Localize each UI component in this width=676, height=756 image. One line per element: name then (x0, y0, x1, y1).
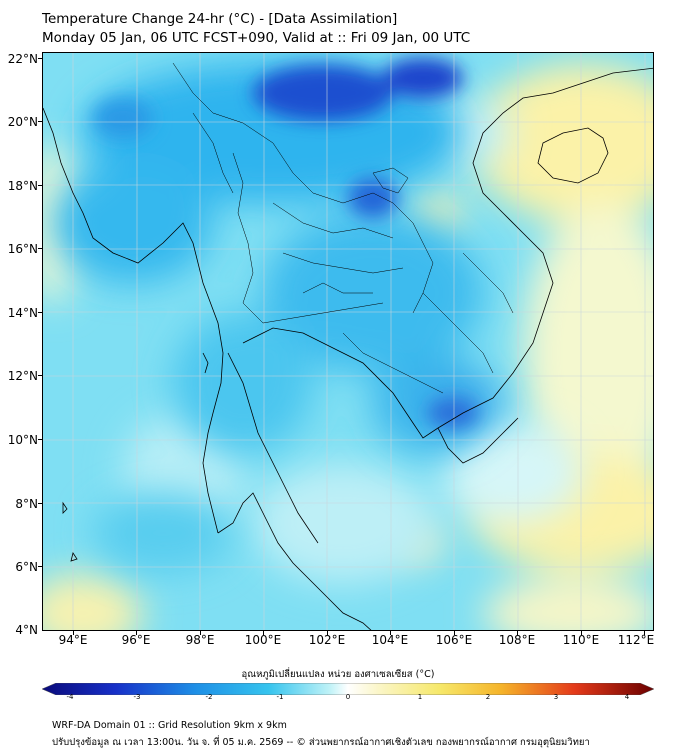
lat-tick (38, 58, 42, 59)
lon-tick (327, 631, 328, 635)
colorbar-label: อุณหภูมิเปลี่ยนแปลง หน่วย องศาเซลเซียส (… (241, 669, 435, 680)
colorbar-tick: 2 (485, 693, 491, 701)
lat-tick (38, 121, 42, 122)
colorbar-tick: 1 (417, 693, 423, 701)
lat-label: 4°N (15, 623, 38, 637)
lat-label: 16°N (7, 242, 38, 256)
lat-label: 18°N (7, 179, 38, 193)
lon-tick (200, 631, 201, 635)
lat-tick (38, 566, 42, 567)
lat-label: 8°N (15, 497, 38, 511)
lon-label: 110°E (562, 633, 600, 647)
lon-tick (73, 631, 74, 635)
lat-label: 10°N (7, 433, 38, 447)
lon-tick (644, 631, 645, 635)
colorbar-tick: 4 (624, 693, 630, 701)
lon-label: 102°E (308, 633, 346, 647)
colorbar-tick: -3 (133, 693, 141, 701)
footer-credit: ปรับปรุงข้อมูล ณ เวลา 13:00น. วัน จ. ที่… (52, 737, 590, 748)
colorbar-tick: -4 (66, 693, 74, 701)
lon-label: 106°E (435, 633, 473, 647)
lon-tick (581, 631, 582, 635)
lon-label: 94°E (58, 633, 88, 647)
lon-tick (136, 631, 137, 635)
lon-label: 112°E (617, 633, 655, 647)
lat-label: 12°N (7, 369, 38, 383)
title-line-2: Monday 05 Jan, 06 UTC FCST+090, Valid at… (42, 30, 471, 46)
colorbar-tick: -2 (205, 693, 213, 701)
lon-label: 98°E (185, 633, 215, 647)
footer-model-info: WRF-DA Domain 01 :: Grid Resolution 9km … (52, 720, 287, 731)
map-title: Temperature Change 24-hr (°C) - [Data As… (42, 10, 470, 48)
lon-label: 100°E (244, 633, 282, 647)
title-line-1: Temperature Change 24-hr (°C) - [Data As… (42, 11, 398, 27)
lat-label: 20°N (7, 115, 38, 129)
lon-tick (454, 631, 455, 635)
temperature-map (42, 52, 654, 631)
colorbar-tick: -1 (276, 693, 284, 701)
lon-tick (390, 631, 391, 635)
lat-tick (38, 312, 42, 313)
colorbar-tick: 0 (345, 693, 351, 701)
lat-tick (38, 185, 42, 186)
lat-tick (38, 248, 42, 249)
lon-tick (517, 631, 518, 635)
province-borders (172, 62, 514, 394)
lat-tick (38, 375, 42, 376)
graticule (43, 53, 653, 630)
lon-tick (263, 631, 264, 635)
coastlines (43, 67, 653, 630)
lat-tick (38, 439, 42, 440)
lat-label: 6°N (15, 560, 38, 574)
lat-label: 22°N (7, 52, 38, 66)
lon-label: 104°E (371, 633, 409, 647)
lon-label: 108°E (498, 633, 536, 647)
deep-cold-cores (93, 58, 478, 428)
map-canvas (43, 53, 653, 630)
lat-label: 14°N (7, 306, 38, 320)
colorbar-tick: 3 (553, 693, 559, 701)
lat-tick (38, 503, 42, 504)
lon-label: 96°E (121, 633, 151, 647)
